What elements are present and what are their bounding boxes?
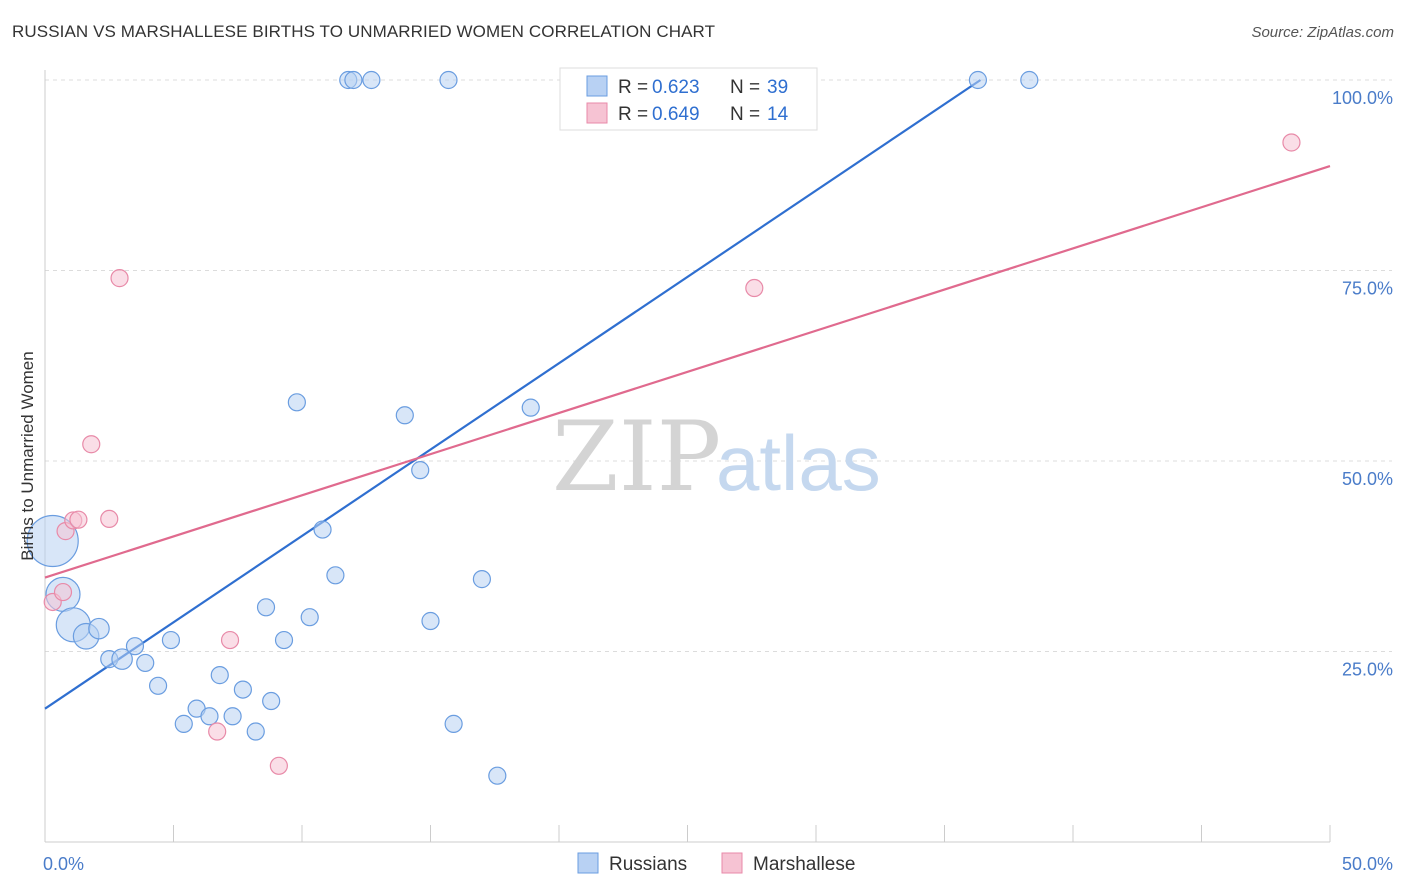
russians-point-18	[256, 598, 276, 617]
russians-point-6	[111, 648, 133, 670]
legend-r-value-russians: 0.623	[652, 77, 700, 98]
marshallese-point-8	[208, 722, 227, 741]
y-tick-label-0: 25.0%	[1342, 660, 1393, 680]
legend-r-label-marshallese: R =	[618, 104, 648, 125]
bottom-legend-marshallese: Marshallese	[753, 854, 855, 875]
x-tick-labels: 0.0% 50.0%	[43, 854, 1393, 874]
russians-point-16	[233, 680, 252, 699]
x-tick-label-0: 0.0%	[43, 854, 84, 874]
russians-point-21	[287, 393, 306, 412]
legend-n-value-marshallese: 14	[767, 104, 789, 125]
russians-point-13	[200, 707, 219, 726]
russians-point-32	[444, 714, 463, 733]
y-axis-label: Births to Unmarried Women	[18, 351, 37, 560]
marshallese-trend-line	[44, 165, 1331, 579]
bottom-legend-swatch-russians	[577, 852, 599, 874]
marshallese-point-5	[82, 435, 101, 454]
legend: R = 0.623 N = 39 R = 0.649 N = 14	[559, 67, 818, 131]
legend-n-label-marshallese: N =	[730, 104, 760, 125]
marshallese-point-10	[269, 756, 288, 775]
trend-lines	[44, 79, 1331, 710]
russians-point-33	[472, 570, 491, 589]
russians-point-29	[411, 461, 430, 480]
russians-point-20	[274, 630, 294, 650]
marshallese-point-7	[110, 269, 129, 288]
russians-point-11	[174, 714, 193, 733]
x-tick-label-1: 50.0%	[1342, 854, 1393, 874]
bottom-legend: Russians Marshallese	[577, 852, 855, 875]
russians-point-10	[161, 630, 181, 650]
russians-point-24	[326, 566, 345, 585]
grid-lines	[45, 79, 1392, 652]
legend-swatch-marshallese	[586, 102, 608, 124]
russians-point-23	[313, 520, 332, 539]
legend-r-value-marshallese: 0.649	[652, 104, 700, 125]
russians-point-17	[246, 722, 265, 741]
russians-point-27	[362, 70, 381, 90]
legend-swatch-russians	[586, 75, 608, 97]
watermark-zip: ZIP	[552, 401, 721, 513]
russians-point-7	[125, 637, 145, 656]
data-points	[26, 70, 1301, 785]
russians-point-22	[300, 608, 319, 627]
watermark-atlas: atlas	[716, 419, 881, 507]
legend-n-value-russians: 39	[767, 77, 788, 98]
marshallese-point-6	[100, 509, 119, 529]
russians-point-28	[395, 406, 414, 425]
russians-point-14	[210, 666, 229, 685]
y-tick-label-2: 75.0%	[1342, 279, 1393, 299]
russians-point-19	[262, 691, 281, 711]
bottom-legend-swatch-marshallese	[721, 852, 743, 874]
russians-point-4	[88, 617, 110, 640]
source-label: Source: ZipAtlas.com	[1251, 24, 1394, 41]
russians-point-34	[488, 766, 507, 785]
russians-point-35	[521, 398, 540, 417]
russians-trend-line	[44, 79, 982, 710]
russians-point-38	[1020, 70, 1039, 90]
russians-point-15	[223, 707, 242, 726]
bottom-legend-russians: Russians	[609, 854, 687, 875]
marshallese-point-12	[1282, 133, 1301, 152]
chart-title: RUSSIAN VS MARSHALLESE BIRTHS TO UNMARRI…	[12, 22, 716, 41]
russians-point-30	[421, 611, 440, 631]
russians-point-26	[344, 70, 363, 90]
russians-point-9	[148, 676, 168, 695]
russians-point-8	[136, 653, 155, 673]
legend-r-label-russians: R =	[618, 77, 648, 98]
russians-point-31	[439, 70, 458, 90]
marshallese-point-1	[53, 582, 73, 602]
y-tick-labels: 25.0% 50.0% 75.0% 100.0%	[1332, 88, 1393, 680]
marshallese-point-4	[69, 510, 88, 529]
russians-point-37	[968, 70, 988, 90]
axes	[44, 70, 1331, 843]
y-tick-label-1: 50.0%	[1342, 469, 1393, 489]
marshallese-point-11	[745, 278, 764, 298]
y-tick-label-3: 100.0%	[1332, 88, 1393, 108]
marshallese-point-9	[220, 630, 240, 650]
legend-n-label-russians: N =	[730, 77, 760, 98]
